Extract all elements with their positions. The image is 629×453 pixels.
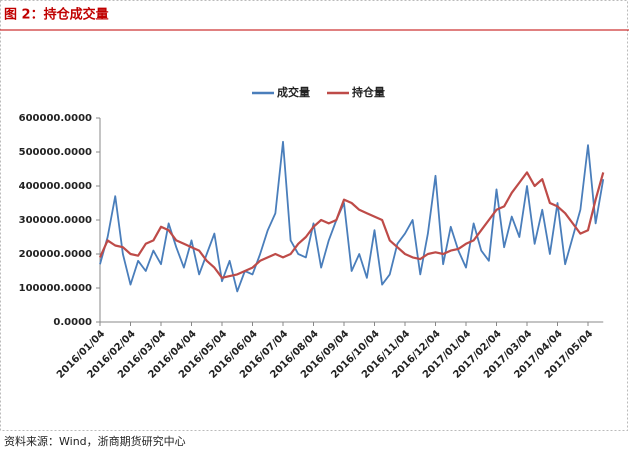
frame [0, 0, 628, 431]
source: 资料来源：Wind，浙商期货研究中心 [4, 434, 186, 448]
y-tick-label: 200000.0000 [19, 249, 92, 260]
header-title: 图 2：持仓成交量 [4, 7, 109, 23]
y-tick-label: 400000.0000 [19, 181, 92, 192]
series-line [98, 171, 605, 279]
legend-label: 持仓量 [352, 85, 385, 99]
series-line [99, 140, 605, 293]
y-tick-label: 0.0000 [53, 317, 92, 328]
y-tick-label: 600000.0000 [19, 113, 92, 124]
legend-label: 成交量 [277, 85, 310, 99]
y-tick-label: 300000.0000 [19, 215, 92, 226]
y-tick-label: 500000.0000 [19, 147, 92, 158]
y-tick-label: 100000.0000 [19, 283, 92, 294]
